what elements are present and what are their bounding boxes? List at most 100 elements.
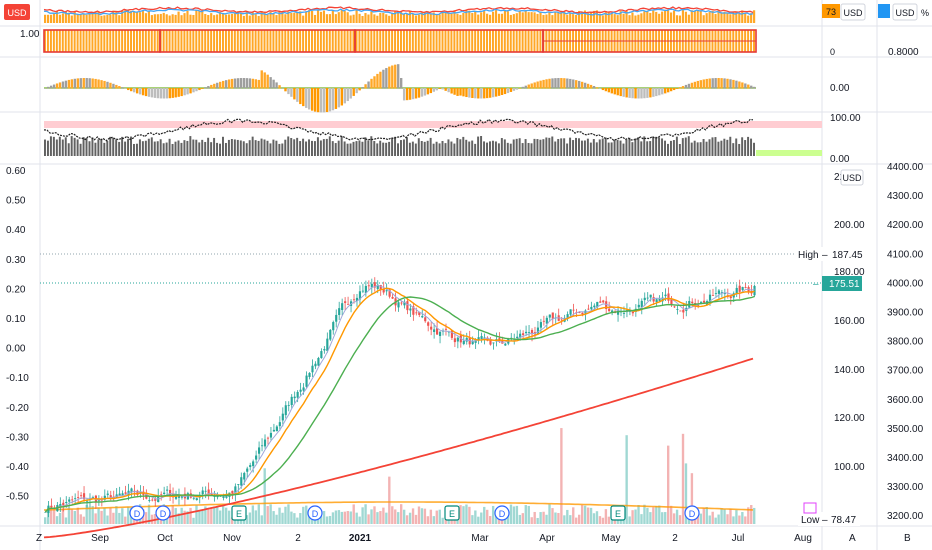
volume-bar bbox=[257, 504, 260, 524]
candle-body bbox=[492, 342, 495, 344]
strip-bar bbox=[245, 11, 248, 23]
dividend-marker[interactable]: D bbox=[155, 505, 171, 521]
candle-body bbox=[296, 391, 299, 398]
strip-bar bbox=[227, 14, 231, 23]
pane-regime-histogram[interactable] bbox=[43, 29, 757, 53]
strip-bar bbox=[515, 13, 518, 23]
volume-bar bbox=[183, 510, 186, 524]
regime-bar bbox=[156, 30, 159, 52]
breadth-bar bbox=[732, 143, 735, 156]
strip-bar bbox=[658, 13, 661, 23]
volume-bar bbox=[729, 508, 732, 524]
dividend-marker[interactable]: D bbox=[307, 505, 323, 521]
strip-bar bbox=[509, 14, 512, 23]
compare-scale-button[interactable]: B bbox=[904, 533, 911, 544]
regime-bar bbox=[192, 30, 195, 52]
breadth-bar bbox=[690, 142, 693, 156]
compare-axis[interactable]: 4400.00 4300.00 4200.00 4100.00 4000.00 3900.… bbox=[887, 162, 924, 522]
left-axis[interactable]: 0.60 0.50 0.40 0.30 0.20 0.10 0.00 -0.10 -0.20 -0… bbox=[6, 166, 29, 503]
pane-momentum-histogram[interactable] bbox=[44, 64, 756, 113]
candle-body bbox=[542, 320, 545, 322]
currency-badge-top-right[interactable] bbox=[892, 3, 918, 21]
pane-oscillator-strip[interactable] bbox=[43, 6, 756, 23]
strip-bar bbox=[156, 14, 159, 23]
breadth-bar bbox=[44, 139, 46, 156]
candle-body bbox=[703, 300, 706, 303]
breadth-bar bbox=[518, 138, 521, 156]
strip-bar bbox=[233, 12, 237, 23]
momentum-bar bbox=[563, 78, 566, 89]
breadth-bar bbox=[411, 141, 414, 156]
dividend-marker[interactable]: D bbox=[129, 505, 145, 521]
currency-badge-main[interactable] bbox=[840, 169, 864, 186]
dividend-marker[interactable]: D bbox=[684, 505, 700, 521]
breadth-bar bbox=[198, 142, 201, 156]
left-axis-tick: 0.50 bbox=[6, 196, 26, 207]
earnings-marker[interactable]: E bbox=[610, 505, 626, 521]
momentum-bar bbox=[453, 88, 456, 95]
regime-bar bbox=[322, 30, 325, 52]
earnings-marker[interactable]: E bbox=[231, 505, 247, 521]
breadth-bar bbox=[278, 143, 281, 156]
regime-bar bbox=[189, 30, 192, 52]
volume-bar bbox=[287, 504, 290, 524]
strip-bar bbox=[112, 10, 115, 23]
strip-bar bbox=[133, 11, 136, 23]
momentum-bar bbox=[435, 88, 438, 91]
dividend-marker[interactable]: D bbox=[494, 505, 510, 521]
breadth-bar bbox=[408, 142, 411, 156]
volume-bar bbox=[150, 514, 154, 524]
momentum-bar bbox=[699, 80, 702, 89]
zoom-button[interactable]: Z bbox=[36, 533, 42, 544]
candle-body bbox=[430, 326, 433, 330]
momentum-bar bbox=[500, 88, 504, 95]
momentum-bar bbox=[491, 88, 495, 98]
candle-body bbox=[717, 290, 720, 294]
strip-bar bbox=[616, 15, 619, 23]
momentum-bar bbox=[572, 79, 575, 89]
breadth-bar bbox=[619, 140, 622, 156]
volume-bar bbox=[331, 512, 335, 524]
breadth-bar bbox=[646, 141, 649, 156]
currency-badge-top-left[interactable] bbox=[4, 4, 30, 20]
volume-bar bbox=[397, 512, 400, 524]
breadth-bar bbox=[744, 140, 747, 156]
strip-bar bbox=[388, 15, 391, 23]
breadth-bar bbox=[201, 139, 204, 156]
pane-breadth-oscillator[interactable] bbox=[43, 118, 822, 156]
momentum-bar bbox=[325, 88, 329, 113]
strip-bar bbox=[52, 13, 56, 23]
compare-axis-tick: 3500.00 bbox=[887, 424, 924, 435]
volume-bar bbox=[554, 512, 557, 524]
currency-badge-top-mid[interactable] bbox=[840, 3, 866, 21]
volume-bar bbox=[85, 504, 88, 524]
strip-bar bbox=[278, 10, 281, 23]
breadth-bar bbox=[186, 140, 189, 156]
momentum-bar bbox=[248, 78, 252, 89]
alert-marker[interactable] bbox=[803, 502, 817, 514]
earnings-marker[interactable]: E bbox=[444, 505, 460, 521]
breadth-bar bbox=[750, 138, 753, 156]
volume-bar bbox=[539, 512, 542, 524]
regime-bar bbox=[248, 30, 251, 52]
strip-bar bbox=[699, 11, 702, 23]
volume-bar bbox=[272, 511, 275, 524]
regime-bar bbox=[432, 30, 435, 52]
momentum-bar bbox=[213, 83, 216, 89]
regime-bar bbox=[349, 30, 352, 52]
volume-bar bbox=[376, 512, 379, 524]
price-candles[interactable] bbox=[44, 277, 756, 518]
breadth-bar bbox=[367, 140, 370, 156]
strip-bar bbox=[334, 14, 337, 23]
volume-bar bbox=[337, 510, 341, 524]
volume-bar bbox=[180, 507, 183, 524]
left-axis-tick: 0.10 bbox=[6, 314, 26, 325]
volume-bar bbox=[61, 508, 65, 524]
candle-body bbox=[201, 490, 204, 495]
time-axis[interactable]: Sep Oct Nov 2 2021 Mar Apr May 2 Jul Aug bbox=[91, 533, 812, 544]
auto-scale-button[interactable]: A bbox=[849, 533, 856, 544]
regime-bar bbox=[316, 30, 319, 52]
